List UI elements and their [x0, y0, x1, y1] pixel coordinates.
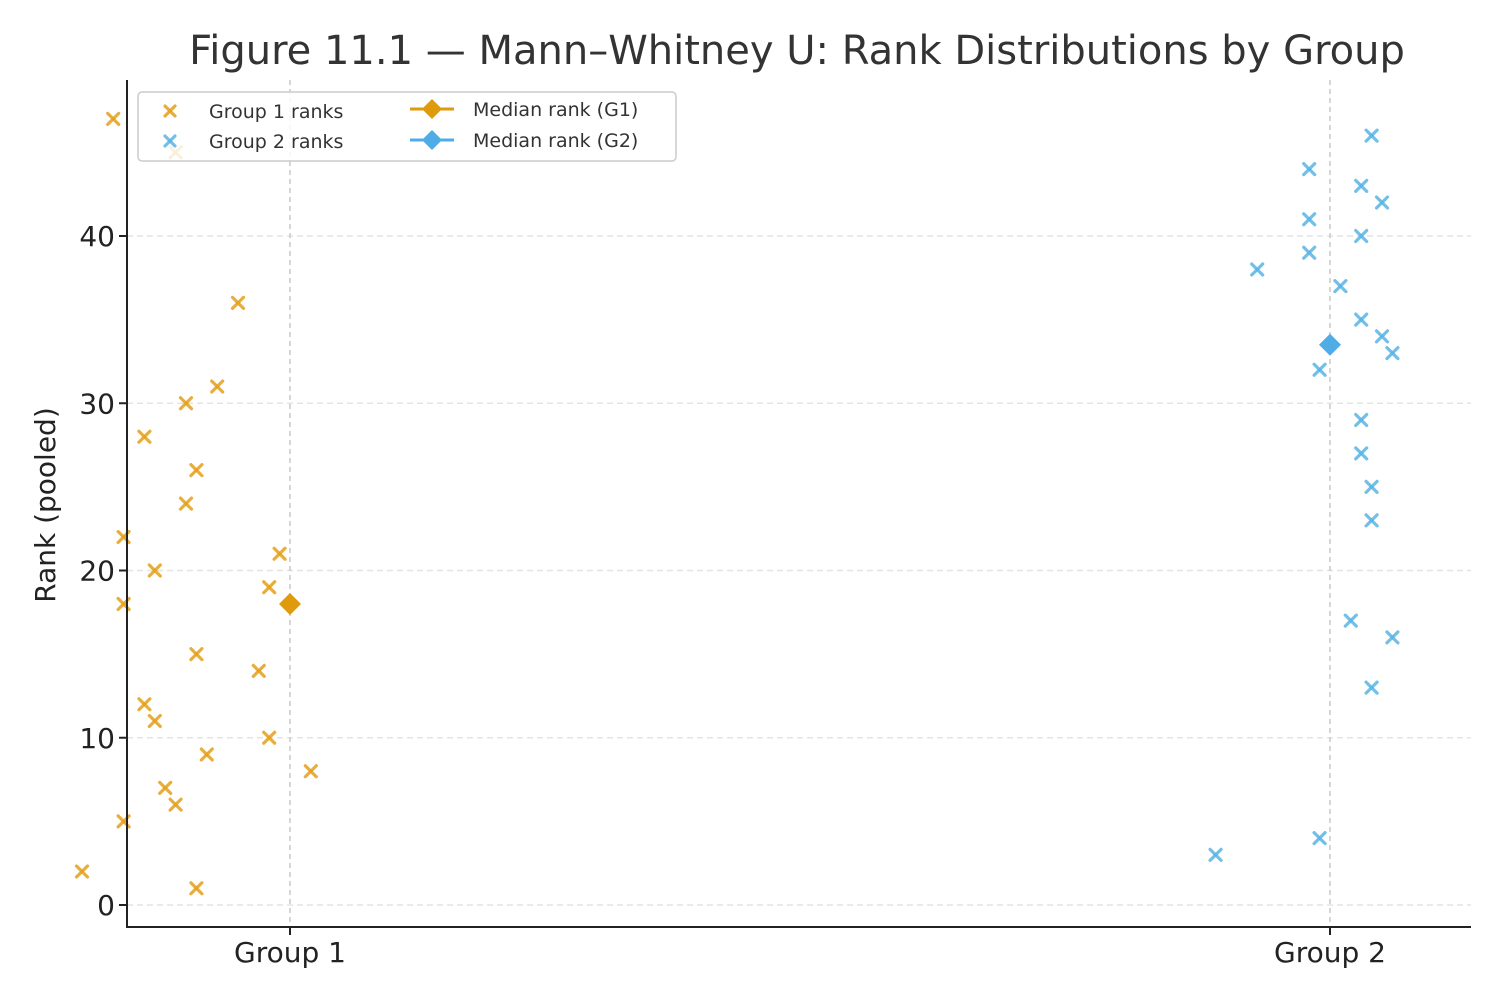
group-1-ranks-point	[158, 780, 173, 796]
group-1-ranks-point	[262, 580, 277, 595]
group-2-ranks-point	[1302, 212, 1317, 227]
legend-swatch-median-rank-g1	[410, 99, 454, 119]
group-1-ranks-point	[189, 463, 204, 478]
group-2-ranks-point	[1364, 479, 1379, 494]
category-guides	[289, 80, 1331, 927]
group-2-ranks-point	[1364, 680, 1379, 695]
group-2-ranks-point	[1250, 262, 1265, 277]
group-1-ranks-point	[137, 697, 152, 712]
group-2-ranks-point	[1385, 345, 1400, 361]
group-2-ranks-point	[1385, 630, 1400, 645]
group-1-ranks-point	[199, 747, 214, 762]
group-1-ranks-point	[189, 647, 204, 662]
group-2-ranks-point	[1333, 279, 1348, 294]
legend-swatch-group-1-ranks	[163, 104, 177, 118]
group-2-ranks-point	[1354, 178, 1369, 193]
legend-label-median-rank-g1: Median rank (G1)	[473, 99, 638, 121]
y-tick-label: 20	[79, 555, 115, 588]
group-1-ranks-point	[147, 563, 162, 578]
y-tick-label: 40	[79, 220, 115, 253]
group-2-ranks-point	[1354, 228, 1369, 244]
group-1-ranks-point	[147, 713, 162, 729]
x-tick-label: Group 2	[1274, 936, 1386, 969]
chart-title: Figure 11.1 — Mann–Whitney U: Rank Distr…	[189, 28, 1405, 74]
y-tick-label: 30	[79, 387, 115, 420]
group-2-ranks-point	[1354, 412, 1369, 428]
group-1-ranks-point	[168, 797, 183, 812]
group-2-ranks-point	[1343, 613, 1358, 628]
y-tick-label: 10	[79, 722, 115, 755]
group-2-ranks-point	[1364, 128, 1379, 143]
legend-swatch-group-2-ranks	[163, 134, 177, 148]
group-2-ranks-point	[1312, 830, 1327, 846]
group-1-ranks-point	[251, 663, 266, 678]
tick-labels: 0 10 20 30 40 Group 1 Group 2	[79, 220, 1386, 969]
legend-label-group-2-ranks: Group 2 ranks	[209, 131, 343, 153]
median-rank-g2-marker	[1319, 333, 1341, 356]
legend: Group 1 ranks Group 2 ranks Median rank (G…	[137, 91, 677, 162]
x-tick-label: Group 1	[234, 936, 346, 969]
group-1-ranks-point	[178, 496, 194, 511]
legend-label-median-rank-g2: Median rank (G2)	[473, 130, 638, 152]
group-1-ranks-point	[189, 881, 204, 896]
y-axis-label: Rank (pooled)	[29, 407, 62, 603]
group-1-ranks-point	[230, 295, 246, 310]
group-1-ranks-point	[106, 111, 121, 127]
group-2-ranks-point	[1312, 362, 1327, 377]
group-2-ranks-point	[1364, 513, 1379, 528]
group-1-ranks-point	[210, 379, 225, 394]
group-2-ranks-point	[1354, 446, 1369, 461]
median-rank-g1-marker	[279, 592, 301, 615]
legend-frame	[137, 91, 677, 162]
group-2-ranks-point	[1208, 847, 1223, 862]
axes	[126, 80, 1471, 928]
group-1-ranks-point	[74, 864, 90, 879]
legend-label-group-1-ranks: Group 1 ranks	[209, 101, 343, 123]
group-1-ranks-point	[262, 730, 277, 745]
data-points	[74, 111, 1400, 896]
group-2-ranks-point	[1374, 329, 1390, 344]
group-2-ranks-point	[1302, 162, 1317, 177]
legend-swatch-median-rank-g2	[410, 130, 454, 150]
group-1-ranks-point	[137, 429, 152, 444]
group-1-ranks-point	[178, 396, 194, 411]
group-1-ranks-point	[303, 764, 318, 779]
group-2-ranks-point	[1354, 312, 1369, 327]
group-2-ranks-point	[1302, 245, 1317, 260]
y-tick-label: 0	[97, 889, 115, 922]
grid-lines	[127, 235, 1471, 906]
group-1-ranks-point	[272, 546, 287, 561]
group-2-ranks-point	[1374, 195, 1390, 210]
